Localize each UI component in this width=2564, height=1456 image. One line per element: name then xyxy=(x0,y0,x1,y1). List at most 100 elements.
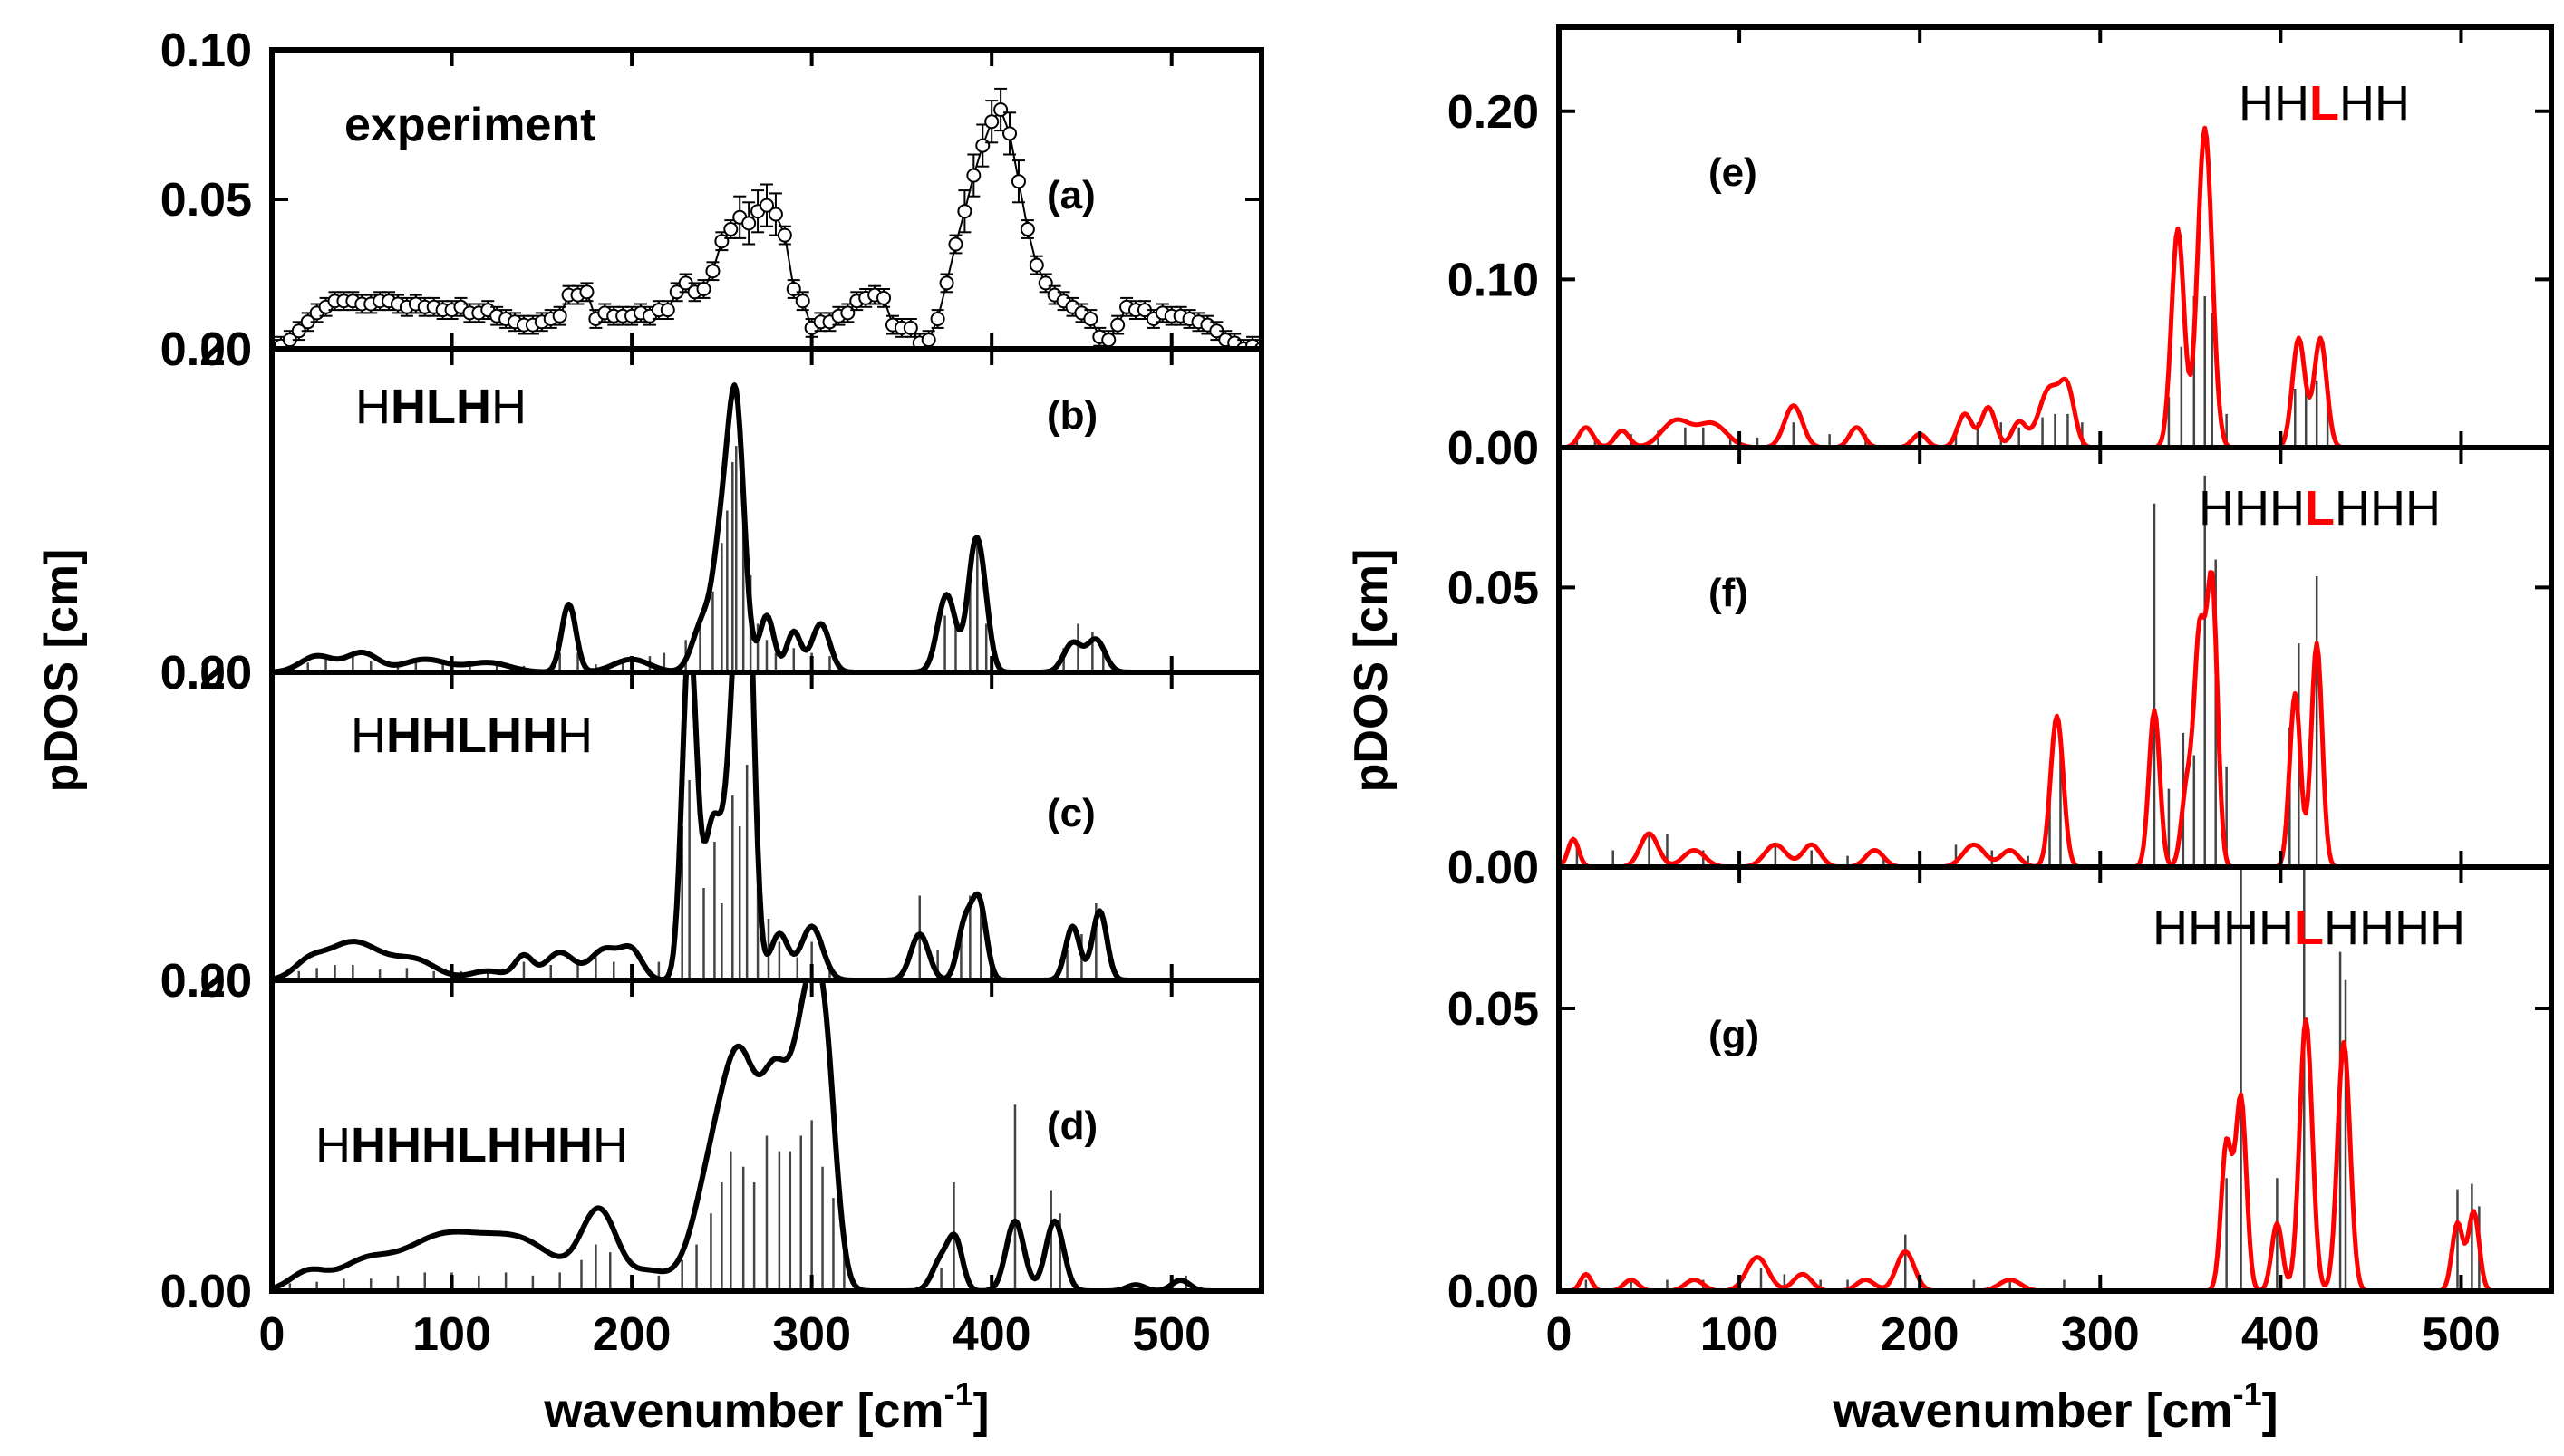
x-axis-label-main: wavenumber [cm xyxy=(1832,1384,2232,1438)
x-tick-label: 100 xyxy=(412,1308,491,1361)
x-tick-label: 100 xyxy=(1700,1308,1779,1361)
experiment-point xyxy=(1101,333,1117,348)
x-tick-label: 0 xyxy=(259,1308,285,1361)
y-tick-label: 0.20 xyxy=(1447,86,1539,139)
y-tick-label: 0.00 xyxy=(160,1266,252,1318)
experiment-point xyxy=(660,303,675,318)
plot-area xyxy=(272,382,1262,672)
panel-frame xyxy=(1556,864,2554,1294)
experiment-point xyxy=(1011,174,1026,189)
annotation-segment: HH xyxy=(2239,76,2309,130)
panel-frame xyxy=(269,978,1264,1294)
experiment-point xyxy=(921,333,936,348)
experiment-point xyxy=(1002,126,1018,141)
x-tick-label: 400 xyxy=(2241,1308,2320,1361)
experiment-point xyxy=(579,284,595,300)
experiment-point xyxy=(966,168,982,183)
experiment-point xyxy=(696,282,711,296)
panel-annotation: HHHHLHHHH xyxy=(2153,901,2465,955)
annotation-segment: L xyxy=(2309,76,2339,130)
experiment-point xyxy=(840,305,856,321)
annotation-segment: H xyxy=(351,709,386,763)
experiment-point xyxy=(975,138,991,153)
y-tick-label: 0.00 xyxy=(1447,1266,1539,1318)
panel-label: (a) xyxy=(1047,173,1096,217)
annotation-segment: H xyxy=(355,380,391,434)
experiment-point xyxy=(1020,222,1035,236)
y-axis-label: pDOS [cm] xyxy=(1345,549,1398,793)
series-curve xyxy=(1559,1017,2551,1291)
x-tick-label: 500 xyxy=(2422,1308,2501,1361)
y-tick-label: 0.05 xyxy=(160,174,252,227)
y-tick-label: 0.05 xyxy=(1447,983,1539,1036)
x-axis-label: wavenumber [cm-1] xyxy=(543,1375,989,1438)
panel-d: 0.000.20(d)HHHHLHHHH xyxy=(160,955,1264,1318)
experiment-point xyxy=(984,114,1000,130)
annotation-segment: HHH xyxy=(2199,481,2305,535)
x-axis-label-main: wavenumber [cm xyxy=(543,1384,943,1438)
series-curve xyxy=(1559,570,2551,867)
experiment-point xyxy=(768,207,783,222)
annotation-segment: HHHH xyxy=(2153,901,2294,955)
x-axis-label: wavenumber [cm-1] xyxy=(1832,1375,2278,1438)
experiment-point xyxy=(552,308,567,323)
experiment-point xyxy=(1083,312,1098,326)
annotation-segment: L xyxy=(2294,901,2324,955)
plot-area xyxy=(272,672,1262,980)
annotation-segment: H xyxy=(491,380,527,434)
y-tick-label: 0.10 xyxy=(160,24,252,77)
x-tick-label: 300 xyxy=(2061,1308,2140,1361)
y-tick-label: 0.20 xyxy=(160,955,252,1008)
panel-annotation: HHHLHHH xyxy=(2199,481,2441,535)
x-tick-label: 200 xyxy=(1881,1308,1959,1361)
experiment-point xyxy=(723,222,739,236)
experiment-point xyxy=(777,227,792,243)
series-curve xyxy=(1559,125,2551,448)
annotation-segment: HHH xyxy=(2335,481,2441,535)
series-curve xyxy=(272,382,1262,672)
experiment-point xyxy=(1110,317,1126,333)
x-tick-label: 500 xyxy=(1132,1308,1211,1361)
panel-label: (b) xyxy=(1047,393,1098,438)
y-tick-label: 0.00 xyxy=(1447,842,1539,894)
plot-area xyxy=(1559,125,2551,448)
x-tick-label: 200 xyxy=(593,1308,672,1361)
experiment-point xyxy=(714,234,730,249)
y-tick-label: 0.00 xyxy=(160,955,252,1008)
experiment-point xyxy=(948,236,963,252)
annotation-segment: HH xyxy=(2339,76,2410,130)
y-tick-label: 0.05 xyxy=(1447,562,1539,614)
annotation-segment: H xyxy=(593,1118,628,1172)
x-tick-label: 0 xyxy=(1546,1308,1572,1361)
panel-annotation: HHLHH xyxy=(355,380,527,434)
panel-g: 0.00 0.05 (g) HHHHLHHHH xyxy=(1447,864,2554,1318)
annotation-segment: HHHH xyxy=(2324,901,2465,955)
panel-a: 0.00 0.05 0.10 (a) experiment xyxy=(160,24,1264,376)
y-tick-label: 0.10 xyxy=(1447,254,1539,306)
experiment-point xyxy=(705,264,721,279)
experiment-point xyxy=(993,102,1009,117)
experiment-point xyxy=(741,216,757,231)
y-axis-label: pDOS [cm] xyxy=(35,549,88,793)
panel-label: (f) xyxy=(1708,571,1748,615)
x-axis-label-sup: -1 xyxy=(2233,1375,2262,1413)
panel-label: (e) xyxy=(1708,150,1757,195)
annotation-segment: HHLHH xyxy=(386,709,557,763)
series-curve xyxy=(272,672,1262,980)
experiment-point xyxy=(795,294,810,309)
experiment-point xyxy=(930,312,945,326)
y-tick-label: 0.20 xyxy=(160,323,252,376)
y-tick-label: 0.00 xyxy=(1447,422,1539,475)
experiment-point xyxy=(957,204,972,219)
annotation-segment: L xyxy=(2305,481,2335,535)
panel-f: 0.00 0.05 (f) HHHLHHH xyxy=(1447,445,2554,894)
experiment-point xyxy=(786,282,801,296)
y-tick-label: 0.20 xyxy=(160,647,252,699)
annotation-segment: HHHLHHH xyxy=(351,1118,593,1172)
annotation-segment: H xyxy=(557,709,593,763)
panel-e: 0.00 0.10 0.20 (e) HHLHH xyxy=(1447,24,2554,475)
experiment-point xyxy=(903,320,918,335)
panel-annotation: HHHLHHH xyxy=(351,709,593,763)
